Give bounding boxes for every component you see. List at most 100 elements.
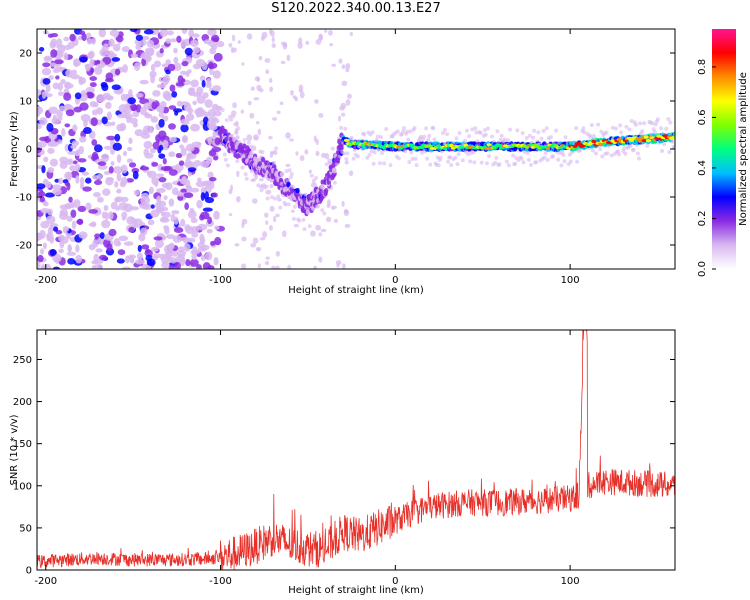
spectrogram-cell bbox=[70, 73, 80, 80]
spectrogram-cell bbox=[207, 216, 212, 225]
spectrogram-cell bbox=[111, 57, 121, 62]
spectrogram-cell bbox=[81, 33, 87, 41]
spectrogram-cell bbox=[627, 127, 632, 132]
spectrogram-cell bbox=[57, 91, 64, 97]
spectrogram-cell bbox=[513, 161, 518, 166]
spectrogram-cell bbox=[117, 249, 126, 256]
colorbar-tick-label: 0.6 bbox=[697, 109, 708, 125]
spectrogram-cell bbox=[66, 215, 73, 222]
colorbar-tick-label: 0.0 bbox=[697, 261, 708, 277]
spectrogram-cell bbox=[156, 199, 162, 206]
snr-y-label: SNR (10 * v/v) bbox=[9, 414, 20, 485]
spectrogram-cell bbox=[120, 93, 126, 102]
spectrogram-cell bbox=[561, 153, 566, 158]
spectrogram-cell bbox=[604, 130, 609, 135]
spectrogram-cell bbox=[544, 126, 549, 131]
spectrogram-cell bbox=[484, 161, 489, 166]
spectrogram-cell bbox=[280, 41, 287, 46]
spectrogram-cell bbox=[128, 254, 137, 259]
spectrogram-cell bbox=[269, 195, 274, 200]
spectrogram-cell bbox=[130, 53, 138, 58]
spectrogram-cell bbox=[206, 156, 213, 165]
spectrogram-cell bbox=[468, 159, 473, 164]
spectrogram-cell bbox=[259, 237, 266, 241]
spectrogram-cell bbox=[292, 95, 297, 99]
spectrogram-cell bbox=[204, 251, 213, 261]
spectrogram-cell bbox=[286, 54, 291, 62]
spectrogram-cell bbox=[195, 58, 206, 67]
spectrogram-cell bbox=[106, 111, 112, 121]
spectrogram-cell bbox=[52, 266, 60, 269]
spectrogram-cell bbox=[139, 79, 149, 85]
spectrogram-cell bbox=[68, 158, 73, 163]
spectrogram-cell bbox=[276, 110, 281, 115]
spectrogram-cell bbox=[101, 219, 111, 229]
spectrogram-cell bbox=[313, 176, 318, 181]
spectrogram-cell bbox=[68, 196, 73, 203]
spectrogram-cell bbox=[161, 63, 170, 68]
spectrogram-cell bbox=[328, 29, 333, 36]
spectrogram-cell bbox=[256, 84, 262, 91]
spectrogram-cell bbox=[236, 126, 241, 131]
spectrogram-cell bbox=[232, 102, 237, 109]
spectrogram-cell bbox=[261, 31, 268, 39]
spectrogram-cell bbox=[209, 47, 217, 55]
spectrogram-cell bbox=[104, 95, 114, 100]
spectrogram-cell bbox=[69, 165, 76, 172]
spectrogram-cell bbox=[89, 58, 95, 68]
spectrogram-cell bbox=[365, 155, 370, 160]
spectrogram-cell bbox=[58, 177, 64, 185]
spectrogram-x-ticks: -200 -100 0 100 bbox=[34, 29, 580, 286]
spectrogram-cell bbox=[531, 135, 536, 140]
spectrogram-cell bbox=[72, 124, 78, 132]
spectrogram-cell bbox=[137, 244, 142, 253]
spectrogram-cell bbox=[410, 157, 415, 162]
spectrogram-cell bbox=[264, 261, 270, 266]
spectrogram-cell bbox=[152, 90, 161, 97]
spectrogram-cell bbox=[120, 164, 128, 174]
spectrogram-cell bbox=[114, 181, 119, 188]
spectrogram-cell bbox=[241, 62, 245, 66]
spectrogram-cell bbox=[120, 176, 128, 186]
spectrogram-cell bbox=[110, 201, 118, 210]
spectrogram-cell bbox=[340, 112, 346, 117]
spectrogram-cell bbox=[190, 123, 200, 132]
spectrogram-cell bbox=[298, 84, 304, 92]
spectrogram-cell bbox=[117, 240, 122, 247]
spectrogram-cell bbox=[105, 177, 114, 182]
spectrogram-cell bbox=[213, 257, 219, 266]
spectrogram-cell bbox=[318, 33, 324, 41]
spectrogram-cell bbox=[153, 60, 162, 68]
spectrogram-cell bbox=[122, 150, 128, 157]
spectrogram-cell bbox=[200, 191, 205, 201]
spectrogram-cell bbox=[272, 160, 277, 165]
spectrogram-cell bbox=[173, 227, 184, 234]
spectrogram-cell bbox=[367, 152, 372, 157]
spectrogram-cell bbox=[160, 211, 166, 217]
spectrogram-cell bbox=[49, 141, 58, 147]
spectrogram-cell bbox=[377, 161, 382, 166]
spectrogram-cell bbox=[635, 136, 641, 141]
spectrogram-cell bbox=[225, 163, 230, 168]
spectrogram-cell bbox=[64, 143, 70, 152]
spectrogram-cell bbox=[63, 36, 70, 42]
spectrogram-cell bbox=[77, 35, 83, 41]
spectrogram-cell bbox=[449, 163, 454, 168]
spectrogram-cell bbox=[653, 122, 658, 127]
spectrogram-cell bbox=[672, 145, 675, 150]
spectrogram-cell bbox=[371, 161, 376, 166]
spectrogram-cell bbox=[67, 258, 76, 265]
spectrogram-cell bbox=[550, 154, 555, 159]
spectrogram-cell bbox=[166, 30, 174, 36]
spectrogram-cell bbox=[278, 205, 283, 210]
spectrogram-cell bbox=[126, 158, 133, 164]
spectrogram-cell bbox=[38, 229, 46, 239]
spectrogram-cell bbox=[318, 256, 323, 263]
spectrogram-cell bbox=[223, 128, 228, 135]
spectrogram-cell bbox=[309, 173, 314, 178]
spectrogram-cell bbox=[180, 39, 187, 49]
spectrogram-cell bbox=[228, 212, 233, 217]
x-tick-label: 0 bbox=[392, 275, 398, 286]
spectrogram-cell bbox=[144, 152, 154, 159]
